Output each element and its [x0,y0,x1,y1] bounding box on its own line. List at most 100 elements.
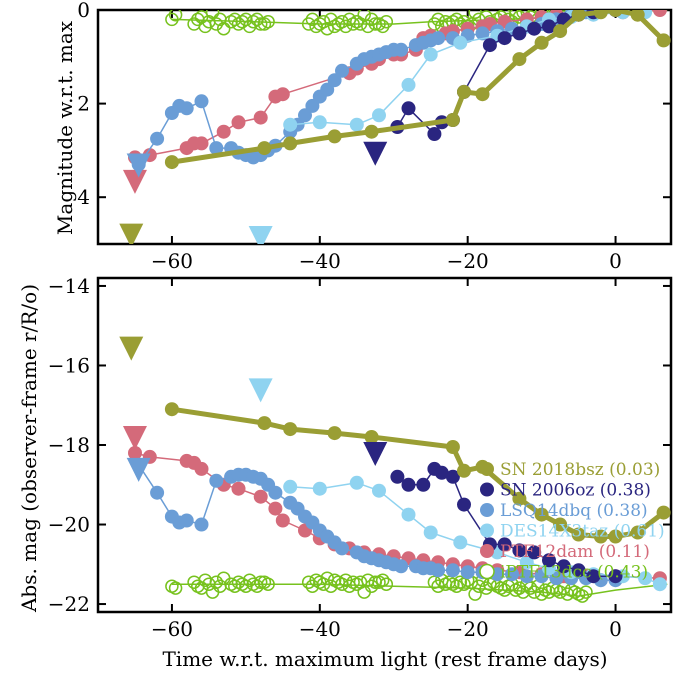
bottom-point-sn-2018bsz [534,507,549,522]
top-x-tick-label: −60 [151,249,193,273]
bottom-point-sn-2006oz [416,477,431,492]
top-point-iptf13dcc [205,10,220,20]
legend-entry-label: LSQ14dbq (0.38) [500,501,648,521]
top-point-iptf13dcc [350,14,364,29]
top-point-lsq14dbq [150,131,165,146]
top-point-iptf13dcc [239,12,253,27]
bottom-y-tick-label: −16 [48,353,90,377]
bottom-point-iptf13dcc [209,575,224,589]
bottom-point-iptf13dcc [560,587,575,601]
legend-entry-label: SN 2018bsz (0.03) [500,460,660,480]
top-point-iptf13dcc [209,17,224,31]
top-point-sn-2006oz [542,19,556,34]
top-point-sn-2006oz [482,38,497,53]
top-point-des14x3taz [423,47,438,62]
top-y-tick-label: 0 [77,0,90,22]
top-point-sn-2006oz [527,21,542,36]
top-x-tick-label: −20 [447,249,489,273]
top-point-sn-2018bsz [512,52,527,67]
top-point-iptf13dcc [168,10,183,22]
bottom-point-sn-2006oz [390,469,405,484]
bottom-series-iptf13dcc [165,571,668,603]
bottom-point-des14x3taz [401,507,416,522]
top-point-iptf13dcc [224,14,238,29]
bottom-point-des14x3taz [519,555,534,570]
bottom-point-iptf13dcc [261,577,275,591]
bottom-point-sn-2018bsz [608,529,623,544]
bottom-point-sn-2006oz [608,569,623,584]
top-point-iptf13dcc [257,17,272,31]
bottom-x-tick-label: −20 [447,617,489,641]
bottom-y-tick-label: −18 [48,433,90,457]
bottom-point-sn-2006oz [542,553,556,568]
bottom-point-des14x3taz [349,475,364,490]
legend: SN 2018bsz (0.03)SN 2006oz (0.38)LSQ14db… [479,460,665,583]
top-point-lsq14dbq [327,73,342,88]
top-point-ptf12dam [275,87,290,102]
top-upper-limit-sn-2018bsz [119,223,144,244]
top-series-group [119,10,671,244]
top-plot-area [119,10,671,244]
top-axis-ticks: −60 −40 −20 0 0 2 4 [77,0,671,273]
bottom-point-sn-2006oz [571,563,586,578]
top-point-sn-2018bsz [656,33,671,48]
bottom-y-tick-label: −20 [48,513,90,537]
bottom-point-ptf12dam [268,501,283,516]
top-upper-limit-lsq14dbq [126,153,151,178]
bottom-point-sn-2006oz [497,537,512,552]
bottom-point-des14x3taz [372,483,386,498]
top-point-iptf13dcc [364,12,379,27]
bottom-point-des14x3taz [283,479,298,494]
top-point-sn-2006oz [427,127,442,141]
top-point-iptf13dcc [353,17,368,31]
bottom-point-sn-2018bsz [164,402,179,417]
bottom-point-sn-2018bsz [445,440,460,454]
bottom-x-tick-label: 0 [609,617,622,641]
bottom-point-lsq14dbq [505,567,519,582]
top-point-lsq14dbq [335,63,349,78]
bottom-y-tick-label: −14 [48,274,90,298]
bottom-series-sn-2018bsz [164,402,671,544]
bottom-point-iptf13dcc [542,585,556,599]
top-x-tick-label: −40 [299,249,341,273]
top-point-ptf12dam [194,136,209,151]
bottom-point-lsq14dbq [194,517,209,532]
bottom-point-iptf13dcc [168,581,183,595]
bottom-panel: −60 −40 −20 0 −14 −16 −18 −20 −22 Abs. mag (obse… [17,274,673,671]
top-point-des14x3taz [349,117,364,132]
top-point-sn-2018bsz [445,113,460,127]
top-point-sn-2018bsz [571,10,586,22]
bottom-series-lsq14dbq [131,457,623,588]
bottom-point-sn-2018bsz [257,416,272,431]
top-upper-limit-des14x3taz [248,225,273,244]
bottom-point-sn-2018bsz [656,505,671,520]
bottom-point-sn-2018bsz [364,430,379,444]
top-point-iptf13dcc [313,17,327,31]
top-point-ptf12dam [231,115,246,130]
top-point-iptf13dcc [216,21,231,36]
top-point-lsq14dbq [475,26,490,41]
top-point-sn-2018bsz [457,84,471,99]
bottom-point-lsq14dbq [209,473,224,488]
bottom-point-lsq14dbq [431,563,446,578]
bottom-point-lsq14dbq [179,513,194,528]
top-point-lsq14dbq [394,42,409,57]
bottom-point-lsq14dbq [335,541,349,556]
bottom-y-tick-label: −22 [48,592,90,616]
bottom-point-iptf13dcc [579,585,593,599]
bottom-point-lsq14dbq [460,565,475,580]
top-point-lsq14dbq [320,82,335,97]
top-point-sn-2018bsz [608,10,623,17]
top-point-ptf12dam [253,110,268,125]
top-point-iptf13dcc [316,14,331,29]
bottom-point-lsq14dbq [445,563,460,578]
legend-marker [480,482,494,497]
top-point-sn-2018bsz [257,141,272,156]
bottom-point-des14x3taz [453,535,468,550]
bottom-point-lsq14dbq [519,569,534,584]
bottom-point-iptf13dcc [575,589,590,603]
bottom-point-sn-2006oz [512,543,527,558]
bottom-upper-limit-ptf12dam [122,426,147,451]
top-point-sn-2006oz [497,31,512,46]
top-point-iptf13dcc [379,14,394,29]
